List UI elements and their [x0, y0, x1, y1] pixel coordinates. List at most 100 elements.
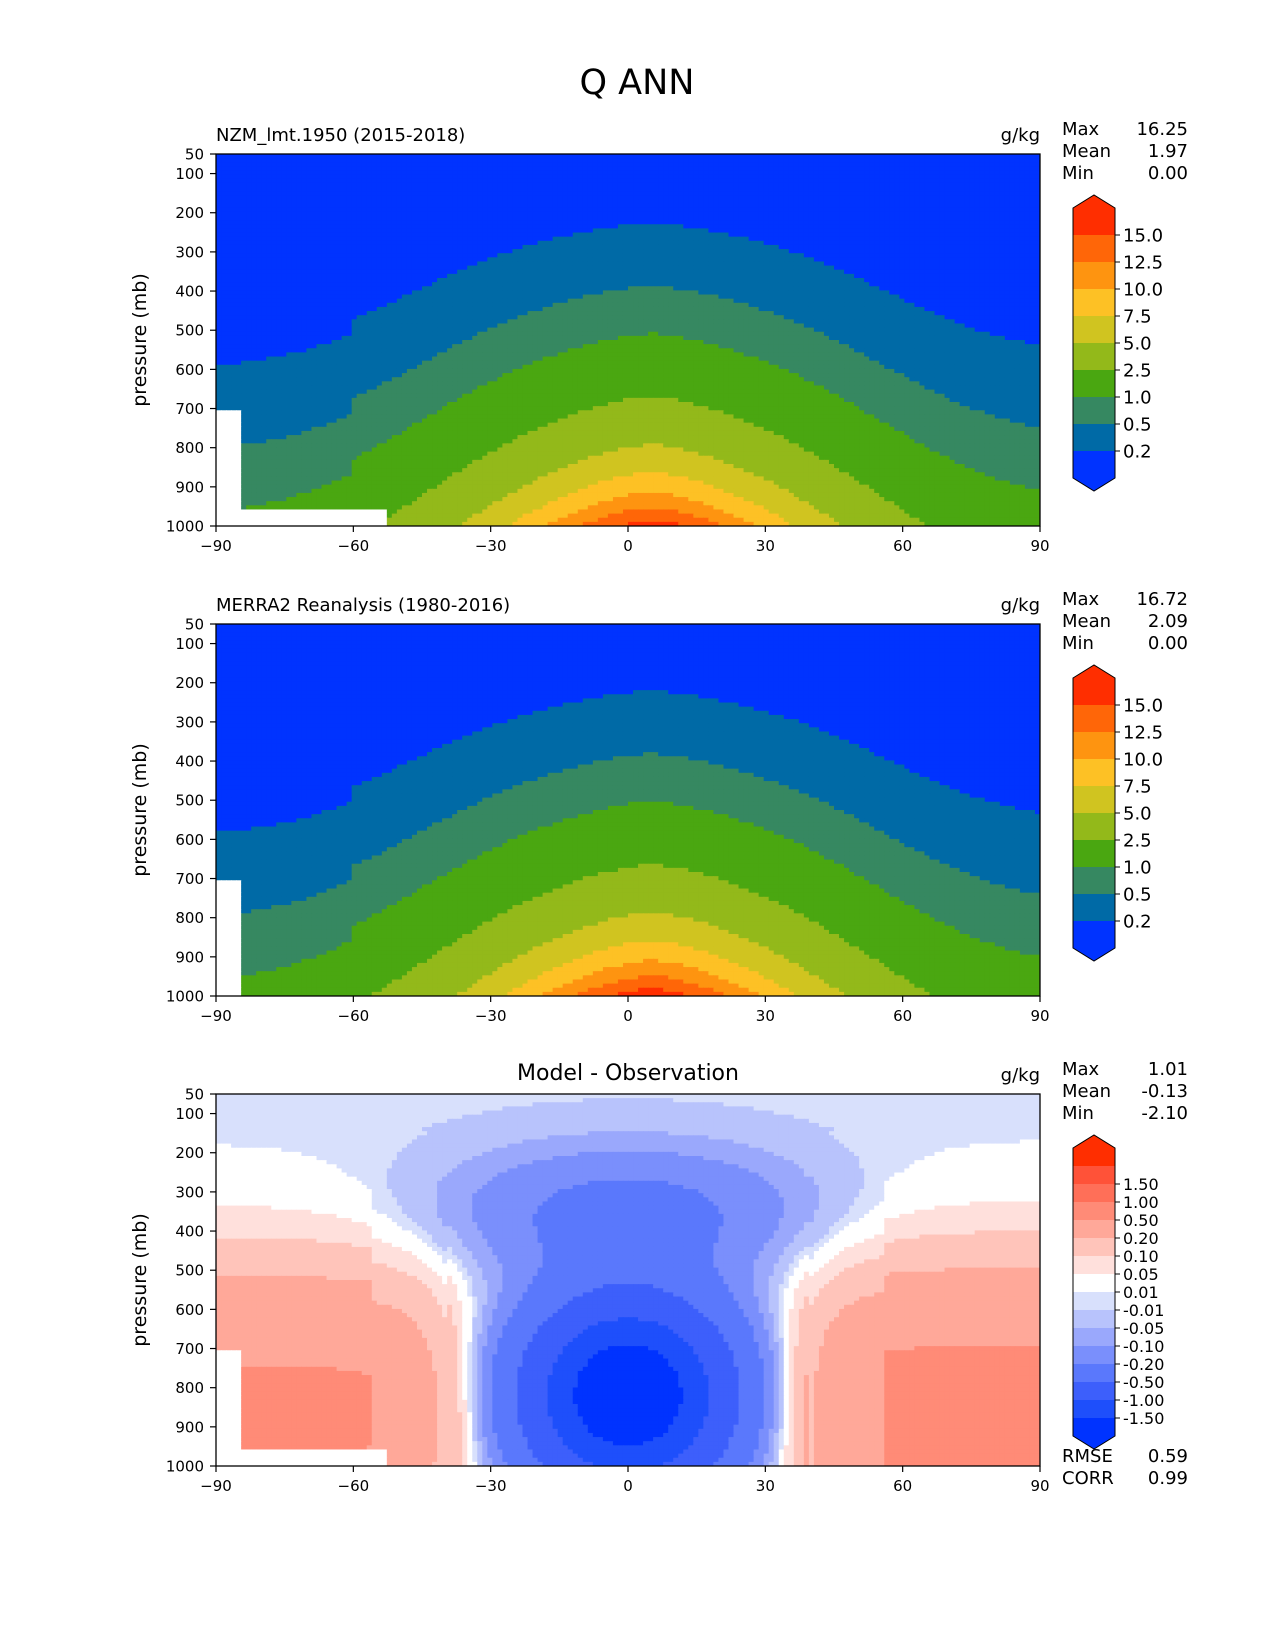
contour-cell — [783, 203, 790, 209]
contour-cell — [231, 249, 237, 254]
contour-cell — [376, 257, 383, 263]
contour-cell — [1024, 261, 1031, 267]
contour-cell — [432, 273, 438, 279]
contour-cell — [638, 269, 644, 275]
contour-cell — [859, 244, 865, 250]
contour-cell — [939, 224, 946, 229]
contour-cell — [663, 224, 669, 229]
contour-cell — [823, 228, 830, 234]
contour-cell — [582, 273, 589, 279]
contour-cell — [416, 174, 423, 180]
contour-cell — [381, 236, 388, 242]
contour-cell — [552, 232, 559, 238]
contour-cell — [673, 265, 679, 271]
contour-cell — [1029, 170, 1036, 176]
contour-cell — [341, 162, 348, 167]
contour-cell — [788, 207, 795, 213]
contour-cell — [1014, 224, 1021, 229]
contour-cell — [733, 178, 740, 184]
contour-cell — [919, 203, 926, 209]
contour-cell — [738, 232, 745, 238]
contour-cell — [602, 240, 609, 246]
contour-cell — [919, 224, 926, 229]
contour-cell — [798, 162, 805, 167]
contour-cell — [507, 273, 514, 279]
contour-cell — [396, 162, 403, 167]
contour-cell — [256, 207, 262, 213]
contour-cell — [447, 207, 453, 213]
contour-cell — [401, 261, 408, 267]
contour-cell — [859, 224, 865, 229]
contour-cell — [422, 170, 428, 176]
contour-cell — [874, 191, 880, 196]
contour-cell — [738, 240, 745, 246]
contour-cell — [808, 203, 815, 209]
contour-cell — [547, 269, 554, 275]
contour-cell — [442, 278, 448, 283]
contour-cell — [411, 162, 418, 167]
contour-cell — [507, 220, 514, 225]
contour-cell — [351, 187, 358, 192]
contour-cell — [1029, 162, 1036, 167]
contour-cell — [502, 244, 509, 250]
contour-cell — [416, 199, 423, 205]
contour-cell — [979, 236, 986, 242]
contour-cell — [783, 240, 790, 246]
contour-cell — [663, 236, 669, 242]
contour-cell — [909, 261, 915, 267]
contour-cell — [316, 261, 323, 267]
contour-cell — [326, 154, 333, 159]
contour-cell — [663, 199, 669, 205]
contour-cell — [909, 220, 915, 225]
contour-cell — [291, 228, 297, 234]
contour-cell — [648, 253, 654, 258]
contour-cell — [587, 273, 594, 279]
contour-cell — [788, 178, 795, 184]
contour-cell — [1024, 203, 1031, 209]
contour-cell — [919, 257, 926, 263]
contour-cell — [356, 216, 363, 221]
contour-cell — [447, 158, 453, 163]
contour-cell — [462, 265, 468, 271]
contour-cell — [738, 220, 745, 225]
contour-cell — [321, 273, 328, 279]
contour-cell — [286, 261, 292, 267]
contour-cell — [758, 203, 765, 209]
contour-cell — [748, 253, 755, 258]
contour-cell — [778, 273, 785, 279]
contour-cell — [1034, 273, 1040, 279]
contour-cell — [919, 253, 926, 258]
contour-cell — [834, 174, 840, 180]
contour-cell — [979, 228, 986, 234]
contour-cell — [572, 203, 579, 209]
contour-cell — [969, 216, 976, 221]
contour-cell — [261, 273, 267, 279]
contour-cell — [437, 199, 443, 205]
contour-cell — [527, 211, 534, 217]
contour-cell — [864, 240, 870, 246]
contour-cell — [221, 207, 227, 213]
contour-cell — [874, 240, 880, 246]
contour-cell — [552, 170, 559, 176]
contour-cell — [582, 257, 589, 263]
contour-cell — [934, 273, 941, 279]
contour-cell — [356, 178, 363, 184]
contour-cell — [427, 162, 433, 167]
contour-cell — [979, 257, 986, 263]
contour-cell — [974, 224, 981, 229]
contour-cell — [944, 220, 951, 225]
contour-cell — [226, 166, 232, 172]
contour-cell — [381, 253, 388, 258]
contour-cell — [683, 240, 689, 246]
contour-cell — [839, 174, 845, 180]
contour-cell — [1019, 220, 1026, 225]
contour-cell — [326, 174, 333, 180]
contour-cell — [497, 224, 503, 229]
contour-cell — [261, 170, 267, 176]
contour-cell — [1019, 265, 1026, 271]
contour-cell — [713, 174, 720, 180]
contour-cell — [788, 232, 795, 238]
contour-cell — [326, 191, 333, 196]
contour-cell — [291, 174, 297, 180]
contour-cell — [924, 207, 931, 213]
